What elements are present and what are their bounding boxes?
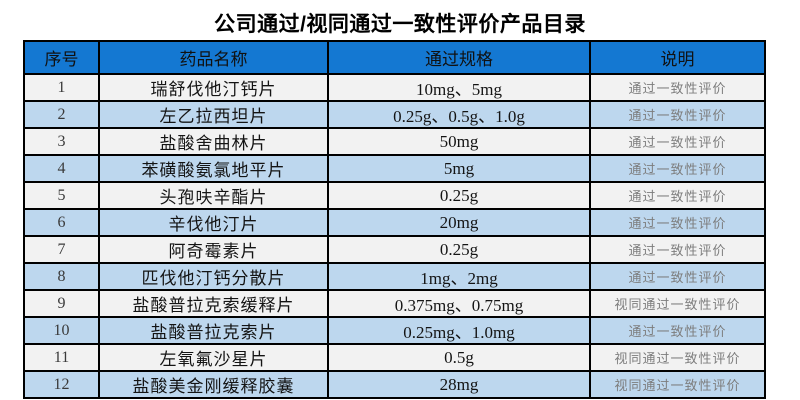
table-row: 6 辛伐他汀片 20mg 通过一致性评价 <box>23 208 766 237</box>
cell-note: 通过一致性评价 <box>589 262 766 291</box>
cell-drug-name: 左氧氟沙星片 <box>98 343 329 372</box>
header-seq: 序号 <box>23 40 100 75</box>
cell-note: 通过一致性评价 <box>589 316 766 345</box>
cell-seq: 2 <box>23 100 100 129</box>
table-row: 2 左乙拉西坦片 0.25g、0.5g、1.0g 通过一致性评价 <box>23 100 766 129</box>
cell-drug-name: 苯磺酸氨氯地平片 <box>98 154 329 183</box>
cell-drug-name: 匹伐他汀钙分散片 <box>98 262 329 291</box>
cell-note: 通过一致性评价 <box>589 100 766 129</box>
cell-drug-name: 盐酸普拉克索片 <box>98 316 329 345</box>
cell-seq: 7 <box>23 235 100 264</box>
header-name: 药品名称 <box>98 40 329 75</box>
cell-seq: 5 <box>23 181 100 210</box>
table-body: 1 瑞舒伐他汀钙片 10mg、5mg 通过一致性评价 2 左乙拉西坦片 0.25… <box>23 73 766 399</box>
table-row: 3 盐酸舍曲林片 50mg 通过一致性评价 <box>23 127 766 156</box>
cell-note: 通过一致性评价 <box>589 127 766 156</box>
cell-spec: 1mg、2mg <box>327 262 591 291</box>
cell-drug-name: 头孢呋辛酯片 <box>98 181 329 210</box>
cell-spec: 0.25g <box>327 235 591 264</box>
page-title: 公司通过/视同通过一致性评价产品目录 <box>214 13 586 36</box>
cell-seq: 12 <box>23 370 100 399</box>
cell-note: 视同通过一致性评价 <box>589 370 766 399</box>
header-note: 说明 <box>589 40 766 75</box>
table-row: 12 盐酸美金刚缓释胶囊 28mg 视同通过一致性评价 <box>23 370 766 399</box>
cell-drug-name: 左乙拉西坦片 <box>98 100 329 129</box>
cell-note: 通过一致性评价 <box>589 154 766 183</box>
cell-note: 通过一致性评价 <box>589 208 766 237</box>
cell-spec: 0.375mg、0.75mg <box>327 289 591 318</box>
cell-note: 通过一致性评价 <box>589 235 766 264</box>
cell-spec: 0.25mg、1.0mg <box>327 316 591 345</box>
table-row: 1 瑞舒伐他汀钙片 10mg、5mg 通过一致性评价 <box>23 73 766 102</box>
table-header: 序号 药品名称 通过规格 说明 <box>23 40 766 75</box>
cell-seq: 3 <box>23 127 100 156</box>
header-spec: 通过规格 <box>327 40 591 75</box>
cell-seq: 10 <box>23 316 100 345</box>
cell-drug-name: 盐酸普拉克索缓释片 <box>98 289 329 318</box>
table-row: 7 阿奇霉素片 0.25g 通过一致性评价 <box>23 235 766 264</box>
cell-seq: 1 <box>23 73 100 102</box>
cell-drug-name: 盐酸美金刚缓释胶囊 <box>98 370 329 399</box>
cell-seq: 4 <box>23 154 100 183</box>
cell-spec: 5mg <box>327 154 591 183</box>
cell-drug-name: 盐酸舍曲林片 <box>98 127 329 156</box>
product-catalog-table: 序号 药品名称 通过规格 说明 1 瑞舒伐他汀钙片 10mg、5mg 通过一致性… <box>23 40 766 399</box>
cell-seq: 6 <box>23 208 100 237</box>
cell-drug-name: 瑞舒伐他汀钙片 <box>98 73 329 102</box>
cell-note: 视同通过一致性评价 <box>589 343 766 372</box>
cell-spec: 50mg <box>327 127 591 156</box>
header-row: 序号 药品名称 通过规格 说明 <box>23 40 766 75</box>
cell-drug-name: 阿奇霉素片 <box>98 235 329 264</box>
cell-spec: 0.25g <box>327 181 591 210</box>
table-row: 10 盐酸普拉克索片 0.25mg、1.0mg 通过一致性评价 <box>23 316 766 345</box>
table-row: 9 盐酸普拉克索缓释片 0.375mg、0.75mg 视同通过一致性评价 <box>23 289 766 318</box>
cell-seq: 11 <box>23 343 100 372</box>
cell-seq: 9 <box>23 289 100 318</box>
cell-seq: 8 <box>23 262 100 291</box>
table-row: 4 苯磺酸氨氯地平片 5mg 通过一致性评价 <box>23 154 766 183</box>
table-row: 8 匹伐他汀钙分散片 1mg、2mg 通过一致性评价 <box>23 262 766 291</box>
cell-spec: 0.5g <box>327 343 591 372</box>
table-row: 5 头孢呋辛酯片 0.25g 通过一致性评价 <box>23 181 766 210</box>
cell-spec: 28mg <box>327 370 591 399</box>
cell-drug-name: 辛伐他汀片 <box>98 208 329 237</box>
cell-spec: 10mg、5mg <box>327 73 591 102</box>
cell-spec: 20mg <box>327 208 591 237</box>
cell-spec: 0.25g、0.5g、1.0g <box>327 100 591 129</box>
table-row: 11 左氧氟沙星片 0.5g 视同通过一致性评价 <box>23 343 766 372</box>
cell-note: 视同通过一致性评价 <box>589 289 766 318</box>
cell-note: 通过一致性评价 <box>589 181 766 210</box>
cell-note: 通过一致性评价 <box>589 73 766 102</box>
